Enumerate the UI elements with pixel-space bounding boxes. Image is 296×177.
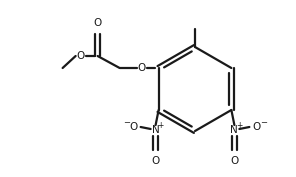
Text: O: O	[152, 156, 160, 166]
Text: −: −	[123, 118, 130, 127]
Text: O: O	[230, 156, 239, 166]
Text: O: O	[138, 63, 146, 73]
Text: O: O	[252, 122, 260, 132]
Text: O: O	[76, 51, 85, 61]
Text: +: +	[236, 121, 242, 130]
Text: O: O	[94, 18, 102, 28]
Text: −: −	[260, 118, 267, 127]
Text: O: O	[130, 122, 138, 132]
Text: N: N	[152, 125, 160, 135]
Text: +: +	[157, 121, 164, 130]
Text: N: N	[231, 125, 238, 135]
